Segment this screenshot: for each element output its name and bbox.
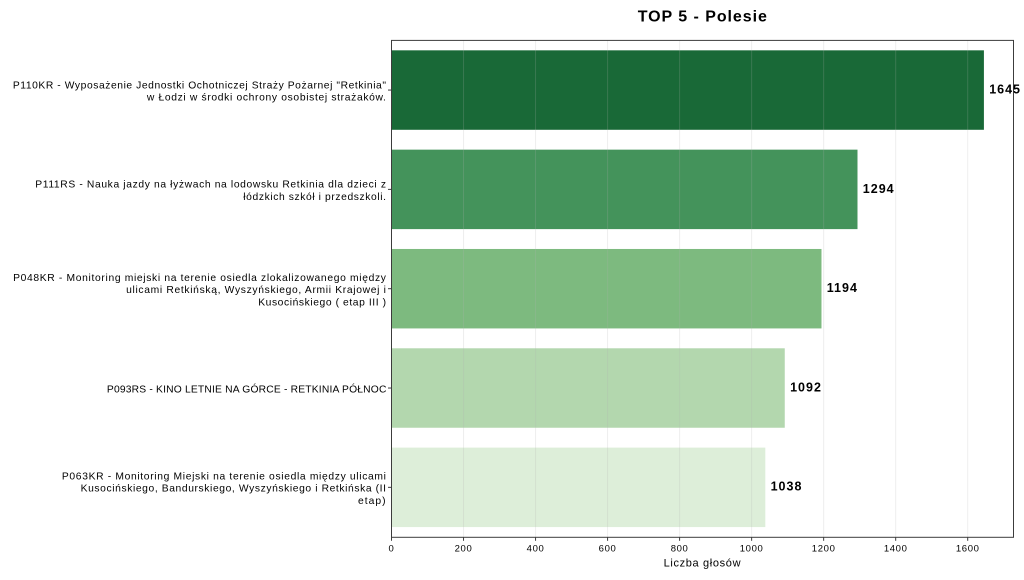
svg-text:P111RS - Nauka jazdy na łyżwac: P111RS - Nauka jazdy na łyżwach na lodow… — [35, 180, 386, 191]
svg-text:P093RS - KINO LETNIE NA GÓRCE: P093RS - KINO LETNIE NA GÓRCE - RETKINIA… — [107, 382, 387, 395]
svg-text:1000: 1000 — [740, 543, 764, 554]
svg-text:Kusocińskiego, Bandurskiego, W: Kusocińskiego, Bandurskiego, Wyszyńskieg… — [81, 484, 387, 495]
svg-text:600: 600 — [599, 543, 617, 554]
svg-text:400: 400 — [527, 543, 545, 554]
svg-text:1400: 1400 — [884, 543, 908, 554]
svg-text:TOP 5 - Polesie: TOP 5 - Polesie — [638, 9, 768, 26]
svg-text:ulicami Retkińską, Wyszyńskieg: ulicami Retkińską, Wyszyńskiego, Armii K… — [126, 285, 386, 296]
svg-text:1200: 1200 — [812, 543, 836, 554]
svg-text:1294: 1294 — [863, 182, 895, 196]
svg-text:1092: 1092 — [790, 380, 822, 394]
svg-text:P063KR - Monitoring Miejski na: P063KR - Monitoring Miejski na terenie o… — [62, 471, 387, 482]
svg-text:800: 800 — [671, 543, 689, 554]
svg-text:łódzkich szkół i przedszkoli.: łódzkich szkół i przedszkoli. — [243, 192, 386, 203]
svg-text:Liczba głosów: Liczba głosów — [664, 558, 742, 570]
svg-text:P048KR - Monitoring miejski na: P048KR - Monitoring miejski na terenie o… — [13, 273, 387, 284]
svg-text:1600: 1600 — [956, 543, 980, 554]
svg-text:1194: 1194 — [827, 281, 858, 295]
svg-text:Kusocińskiego ( etap III ): Kusocińskiego ( etap III ) — [258, 297, 386, 308]
svg-text:P110KR - Wyposażenie Jednostki: P110KR - Wyposażenie Jednostki Ochotnicz… — [13, 80, 387, 91]
svg-text:w Łodzi w środki ochrony osobi: w Łodzi w środki ochrony osobistej straż… — [146, 93, 387, 104]
svg-text:200: 200 — [455, 543, 473, 554]
svg-text:1038: 1038 — [771, 480, 803, 494]
svg-text:1645: 1645 — [989, 83, 1021, 97]
svg-text:0: 0 — [389, 543, 395, 554]
svg-text:etap): etap) — [358, 496, 387, 507]
